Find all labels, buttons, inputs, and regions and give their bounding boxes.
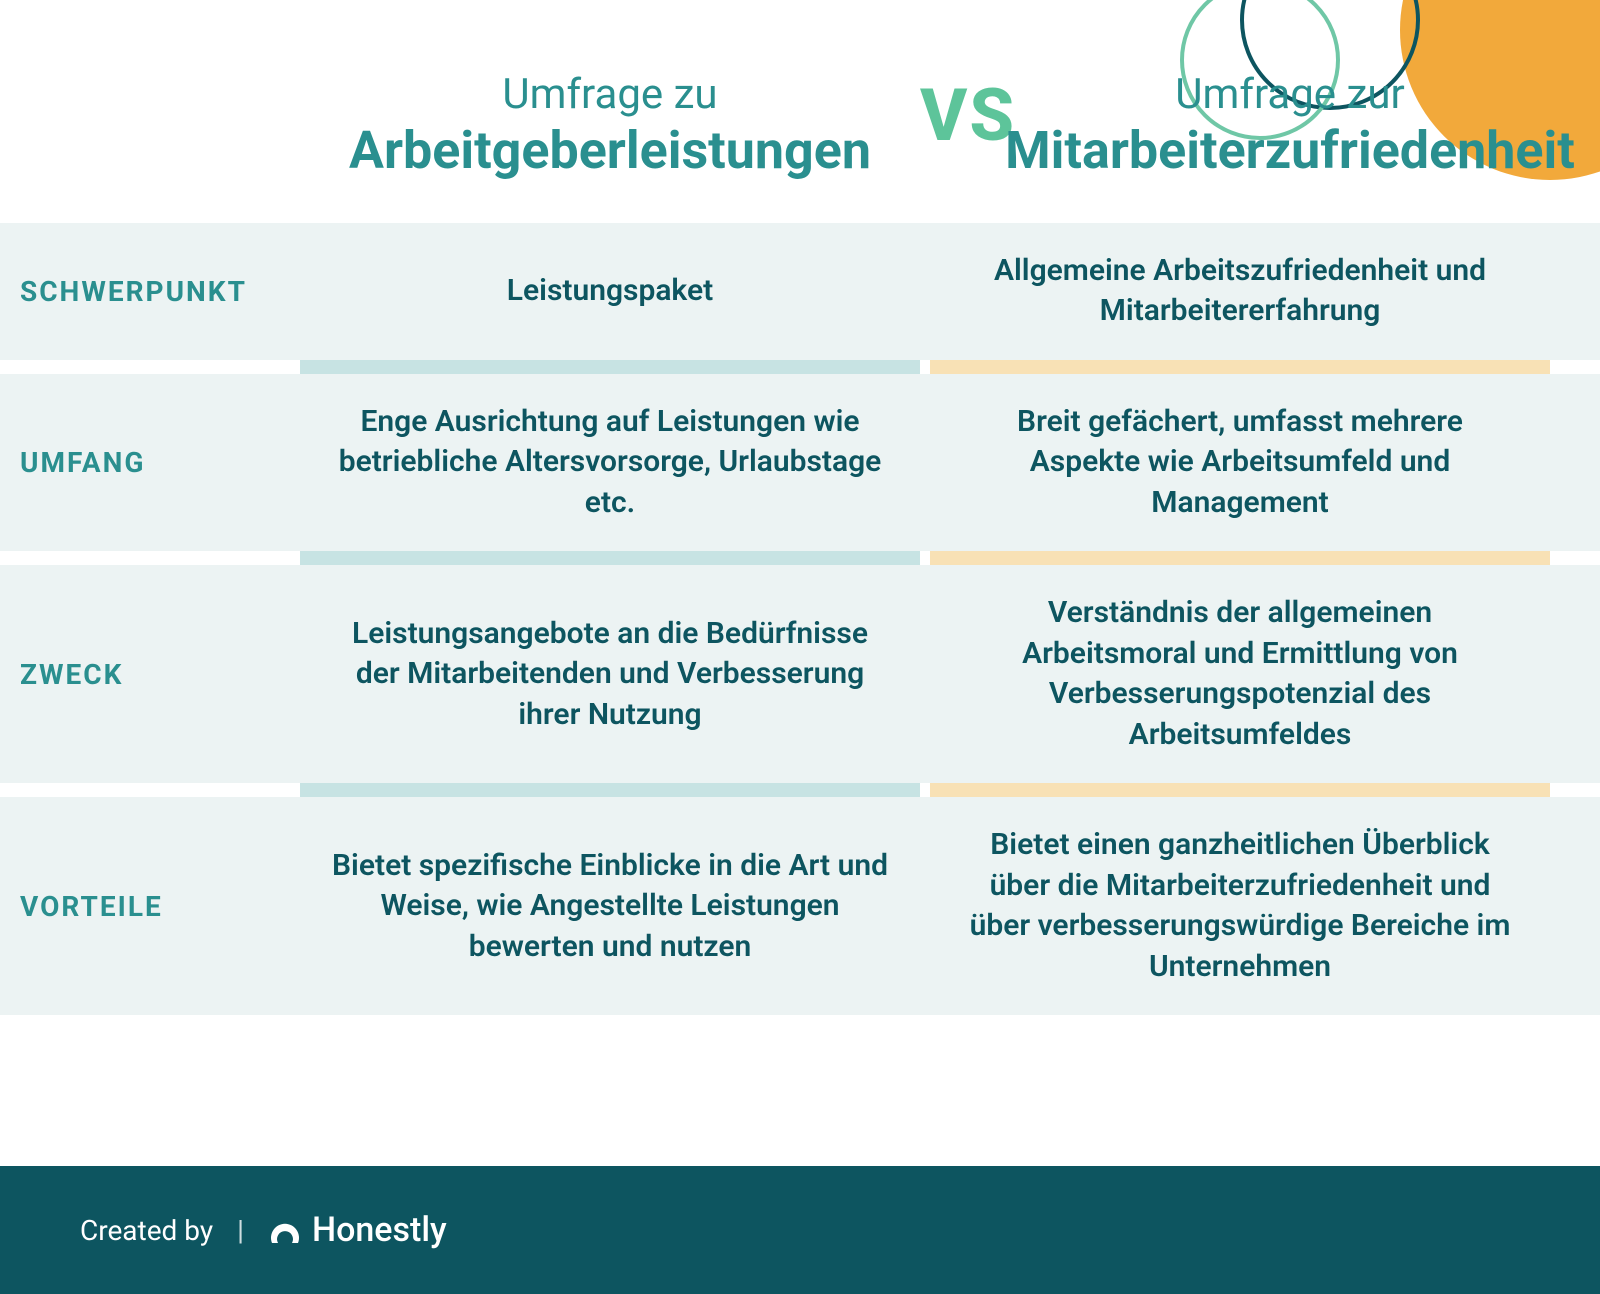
header-right-pre: Umfrage zur — [980, 70, 1600, 120]
row-label: VORTEILE — [0, 890, 300, 923]
cell-right: Breit gefächert, umfasst mehrere Aspekte… — [930, 402, 1550, 524]
cell-right: Verständnis der allgemeinen Arbeitsmoral… — [930, 593, 1550, 755]
comparison-header: Umfrage zu Arbeitgeberleistungen VS Umfr… — [0, 0, 1600, 183]
brand-logo-icon — [268, 1213, 302, 1247]
footer-created-by: Created by — [80, 1214, 213, 1247]
table-row: UMFANG Enge Ausrichtung auf Leistungen w… — [0, 374, 1600, 552]
footer-separator: | — [237, 1214, 244, 1247]
cell-left: Leistungsangebote an die Bedürfnisse der… — [300, 614, 920, 736]
comparison-table: SCHWERPUNKT Leistungspaket Allgemeine Ar… — [0, 223, 1600, 1016]
header-right-column: Umfrage zur Mitarbeiterzufriedenheit — [980, 70, 1600, 183]
cell-left: Bietet spezifische Einblicke in die Art … — [300, 846, 920, 968]
header-left-column: Umfrage zu Arbeitgeberleistungen — [300, 70, 920, 183]
table-row: VORTEILE Bietet spezifische Einblicke in… — [0, 797, 1600, 1015]
cell-left: Leistungspaket — [300, 271, 920, 312]
vs-label: VS — [920, 80, 980, 152]
footer-brand: Honestly — [268, 1210, 447, 1250]
row-label: ZWECK — [0, 658, 300, 691]
row-label: UMFANG — [0, 446, 300, 479]
table-row: ZWECK Leistungsangebote an die Bedürfnis… — [0, 565, 1600, 783]
cell-right: Allgemeine Arbeitszufriedenheit und Mita… — [930, 251, 1550, 332]
header-right-main: Mitarbeiterzufriedenheit — [980, 120, 1600, 182]
cell-left: Enge Ausrichtung auf Leistungen wie betr… — [300, 402, 920, 524]
table-row: SCHWERPUNKT Leistungspaket Allgemeine Ar… — [0, 223, 1600, 360]
header-left-main: Arbeitgeberleistungen — [300, 120, 920, 182]
header-left-pre: Umfrage zu — [300, 70, 920, 120]
brand-name: Honestly — [312, 1210, 447, 1250]
footer: Created by | Honestly — [0, 1166, 1600, 1294]
cell-right: Bietet einen ganzheitlichen Überblick üb… — [930, 825, 1550, 987]
row-label: SCHWERPUNKT — [0, 275, 300, 308]
